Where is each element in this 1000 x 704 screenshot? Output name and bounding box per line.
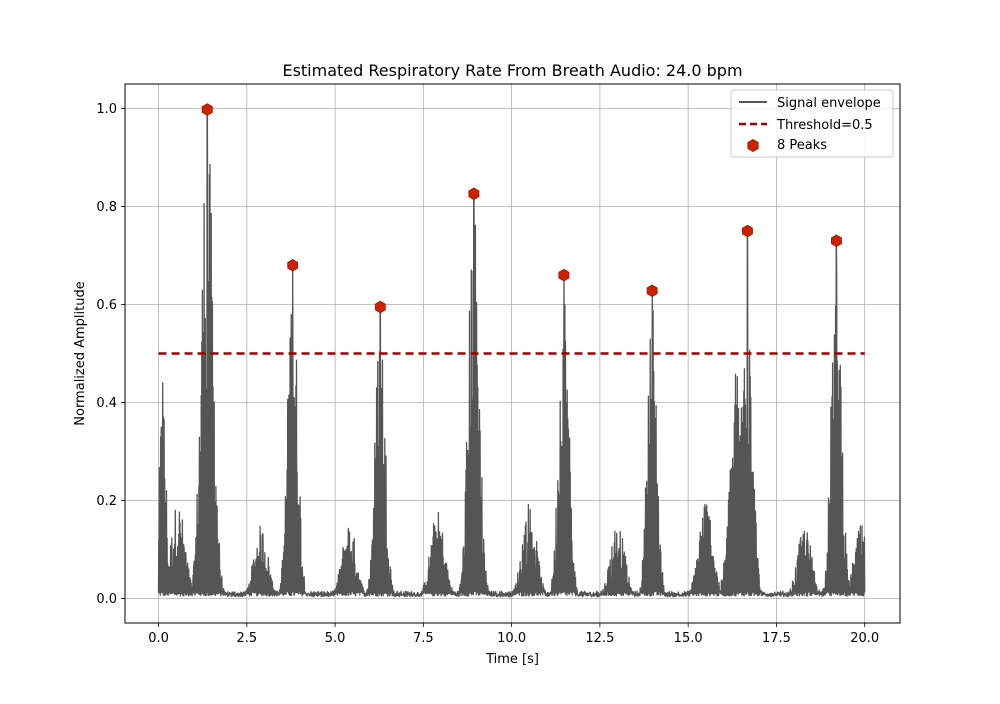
legend-signal-label: Signal envelope bbox=[777, 96, 881, 111]
x-tick-label: 0.0 bbox=[148, 631, 169, 646]
signal-envelope-line bbox=[157, 107, 866, 598]
peak-marker bbox=[646, 284, 658, 298]
legend: Signal envelope Threshold=0.5 8 Peaks bbox=[730, 89, 894, 158]
x-axis-ticks: 0.0 2.5 5.0 7.5 10.0 12.5 15.0 17.5 20.0 bbox=[148, 623, 879, 646]
legend-threshold-label: Threshold=0.5 bbox=[776, 118, 873, 133]
peak-marker bbox=[374, 300, 386, 314]
x-tick-label: 17.5 bbox=[762, 631, 791, 646]
x-axis-label: Time [s] bbox=[485, 652, 539, 667]
x-tick-label: 2.5 bbox=[236, 631, 257, 646]
x-tick-label: 5.0 bbox=[325, 631, 346, 646]
y-tick-label: 0.2 bbox=[96, 494, 117, 509]
peak-marker bbox=[287, 259, 299, 272]
x-tick-label: 12.5 bbox=[585, 631, 614, 646]
peak-marker bbox=[468, 187, 480, 201]
peak-marker bbox=[201, 103, 213, 116]
y-tick-label: 0.8 bbox=[96, 200, 117, 215]
legend-peaks-swatch bbox=[747, 139, 759, 152]
peak-marker bbox=[831, 234, 842, 248]
y-axis-label: Normalized Amplitude bbox=[73, 281, 88, 425]
peak-marker bbox=[558, 268, 570, 282]
grid-lines bbox=[125, 84, 900, 623]
y-tick-label: 0.4 bbox=[96, 396, 117, 411]
x-tick-label: 7.5 bbox=[413, 631, 434, 646]
x-tick-label: 10.0 bbox=[497, 631, 526, 646]
x-tick-label: 20.0 bbox=[850, 631, 879, 646]
signal-envelope-series bbox=[157, 107, 866, 598]
y-tick-label: 1.0 bbox=[96, 102, 117, 117]
chart-title: Estimated Respiratory Rate From Breath A… bbox=[282, 61, 742, 80]
legend-peaks-label: 8 Peaks bbox=[777, 138, 827, 153]
plot-frame bbox=[124, 83, 901, 624]
legend-box bbox=[730, 89, 894, 158]
peak-marker bbox=[742, 224, 753, 238]
y-tick-label: 0.6 bbox=[96, 298, 117, 313]
y-tick-label: 0.0 bbox=[96, 592, 117, 607]
peaks-series bbox=[201, 103, 842, 314]
y-axis-ticks: 0.0 0.2 0.4 0.6 0.8 1.0 bbox=[96, 102, 125, 607]
x-tick-label: 15.0 bbox=[674, 631, 703, 646]
